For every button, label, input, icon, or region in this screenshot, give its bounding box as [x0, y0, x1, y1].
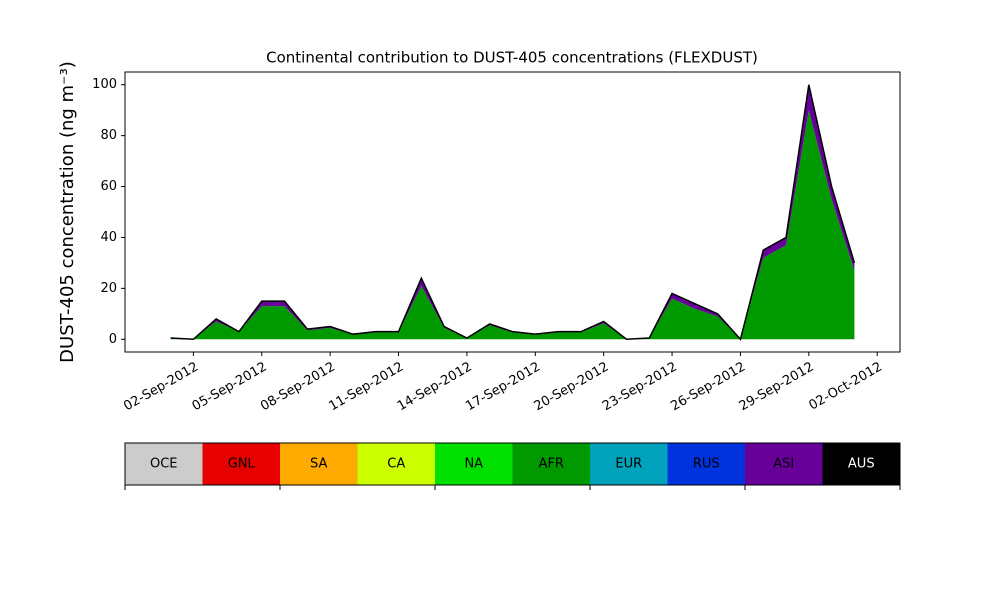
chart-title: Continental contribution to DUST-405 con…	[266, 49, 758, 67]
legend-swatch	[280, 443, 358, 485]
legend-swatch	[745, 443, 823, 485]
legend-swatch	[590, 443, 668, 485]
legend-swatch	[202, 443, 280, 485]
legend-label: SA	[310, 457, 327, 472]
total-outline	[170, 84, 856, 341]
x-tick-label: 08-Sep-2012	[258, 360, 338, 415]
legend-label: EUR	[615, 457, 642, 472]
y-tick-label: 0	[109, 332, 117, 347]
legend-swatch	[667, 443, 745, 485]
legend-label: NA	[464, 457, 483, 472]
area	[170, 110, 855, 340]
legend-label: GNL	[228, 457, 256, 472]
legend-label: AUS	[848, 457, 875, 472]
plot-frame	[124, 71, 901, 353]
legend-label: AFR	[539, 457, 564, 472]
x-tick-label: 14-Sep-2012	[395, 360, 475, 415]
y-tick-label: 100	[92, 77, 117, 92]
y-tick-label: 20	[100, 281, 117, 296]
x-tick-label: 11-Sep-2012	[326, 360, 406, 415]
legend-swatch	[822, 443, 900, 485]
legend-label: OCE	[150, 457, 178, 472]
y-axis-label: DUST-405 concentration (ng m⁻³)	[57, 61, 78, 363]
x-tick-label: 20-Sep-2012	[532, 360, 612, 415]
x-tick-label: 23-Sep-2012	[600, 360, 680, 415]
x-tick-label: 02-Sep-2012	[121, 360, 201, 415]
x-tick-label: 05-Sep-2012	[190, 360, 270, 415]
x-tick-label: 26-Sep-2012	[668, 360, 748, 415]
legend-frame	[124, 442, 901, 486]
legend-label: CA	[387, 457, 405, 472]
legend-swatch	[125, 443, 203, 485]
x-tick-label: 17-Sep-2012	[463, 360, 543, 415]
x-tick-label: 02-Oct-2012	[807, 360, 885, 414]
legend-label: RUS	[693, 457, 720, 472]
legend-label: ASI	[773, 457, 794, 472]
y-tick-label: 60	[100, 179, 117, 194]
y-tick-label: 40	[100, 230, 117, 245]
legend-swatch	[357, 443, 435, 485]
x-tick-label: 29-Sep-2012	[737, 360, 817, 415]
legend-swatch	[435, 443, 513, 485]
legend-swatch	[512, 443, 590, 485]
y-tick-label: 80	[100, 128, 117, 143]
